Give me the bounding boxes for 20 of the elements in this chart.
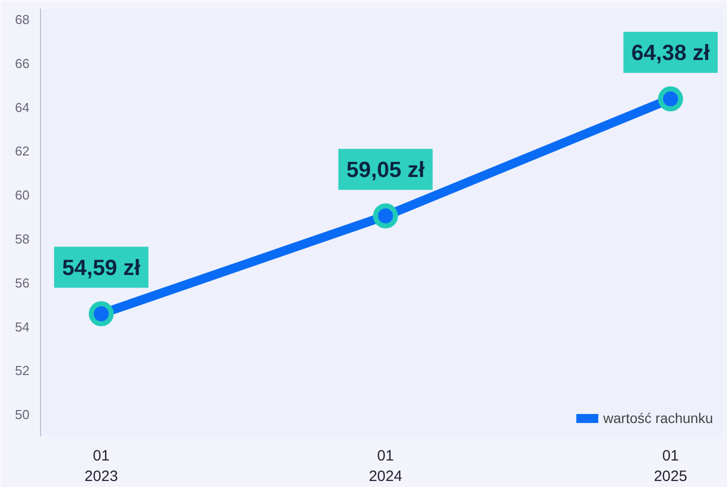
- y-tick-label: 52: [15, 363, 30, 378]
- data-label: 54,59 zł: [62, 254, 140, 280]
- data-label: 59,05 zł: [346, 156, 425, 182]
- x-tick-label: 01 2023: [84, 448, 118, 485]
- y-tick-label: 64: [15, 100, 30, 115]
- y-tick-label: 50: [15, 407, 30, 422]
- y-tick-label: 66: [15, 56, 30, 71]
- y-tick-label: 56: [15, 275, 30, 290]
- y-tick-label: 60: [15, 188, 30, 203]
- point: [373, 203, 398, 228]
- legend-label: wartość rachunku: [603, 410, 713, 426]
- y-tick-label: 68: [15, 12, 30, 27]
- point: [658, 86, 684, 112]
- x-tick-label: 01 2025: [654, 448, 688, 485]
- data-label: 64,38 zł: [631, 40, 710, 65]
- point: [88, 301, 114, 326]
- y-tick-label: 58: [15, 231, 30, 246]
- y-tick-label: 54: [15, 319, 30, 334]
- y-tick-label: 62: [15, 144, 30, 159]
- x-tick-label: 01 2024: [368, 448, 402, 485]
